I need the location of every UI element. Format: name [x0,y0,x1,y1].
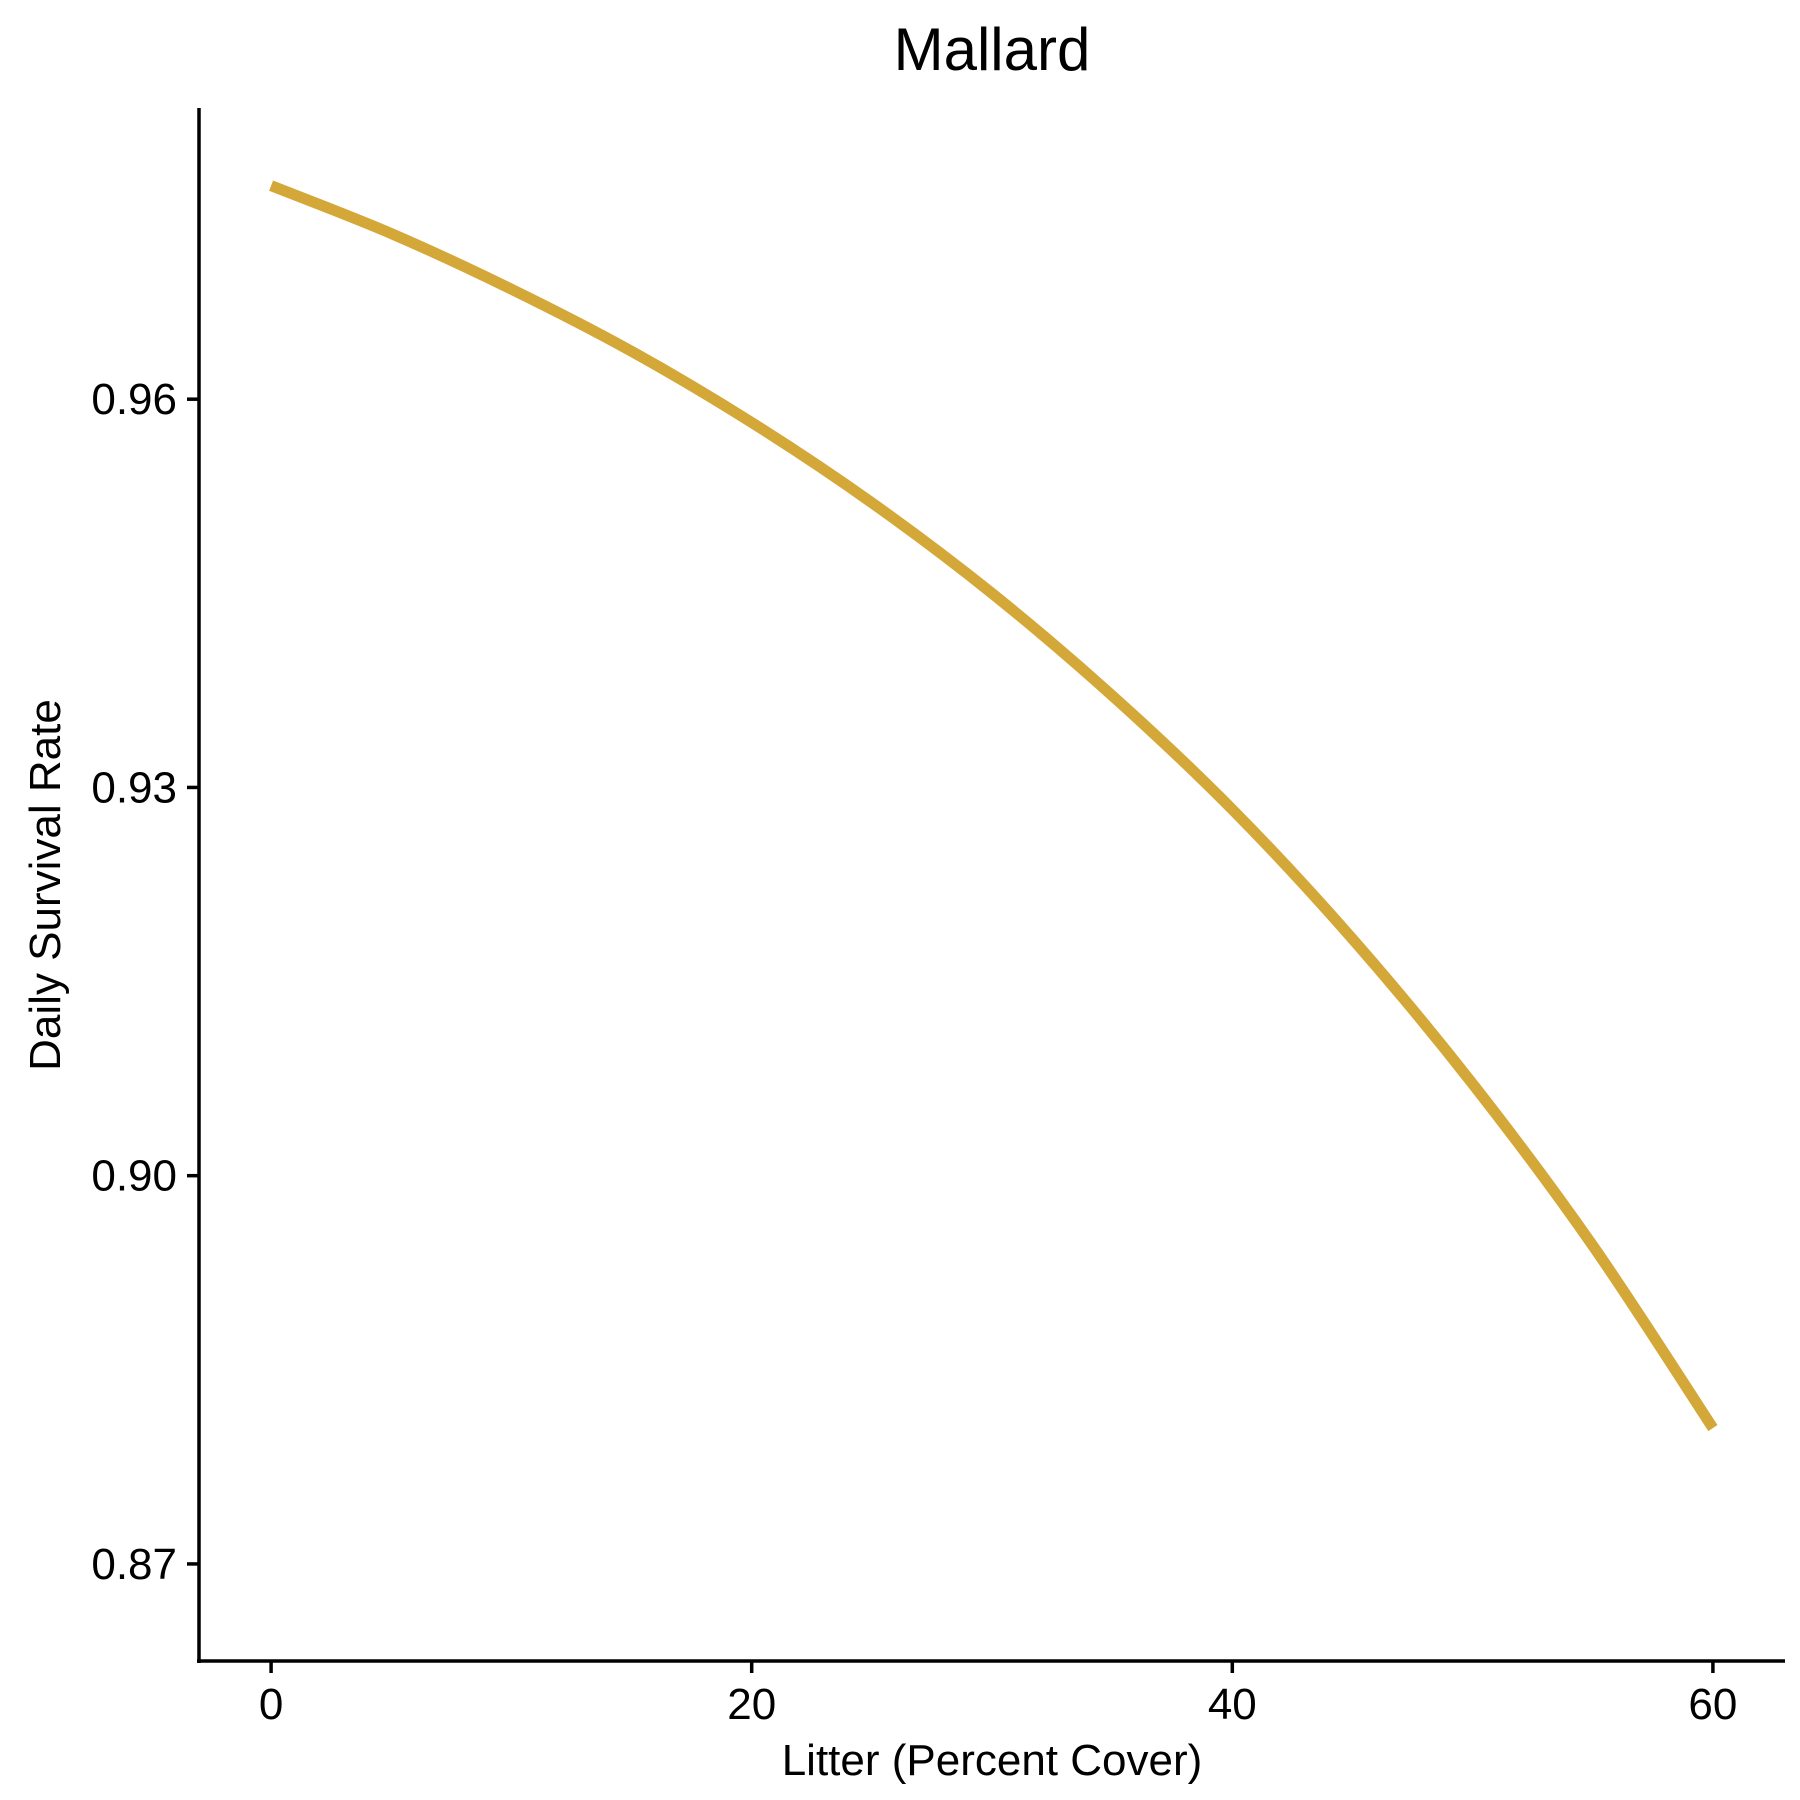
x-tick-label: 60 [1688,1680,1737,1729]
y-axis-label: Daily Survival Rate [21,699,70,1071]
y-tick-label: 0.87 [91,1540,177,1589]
x-tick-label: 40 [1208,1680,1257,1729]
chart-title: Mallard [894,16,1091,83]
x-axis-ticks: 0 20 40 60 [259,1661,1737,1729]
y-tick-label: 0.96 [91,375,177,424]
x-tick-label: 0 [259,1680,283,1729]
y-axis-ticks: 0.87 0.90 0.93 0.96 [91,375,199,1589]
series-line [269,180,1718,1432]
y-tick-label: 0.93 [91,763,177,812]
x-axis-label: Litter (Percent Cover) [782,1736,1203,1785]
x-tick-label: 20 [727,1680,776,1729]
plot-area [269,180,1718,1432]
y-tick-label: 0.90 [91,1152,177,1201]
